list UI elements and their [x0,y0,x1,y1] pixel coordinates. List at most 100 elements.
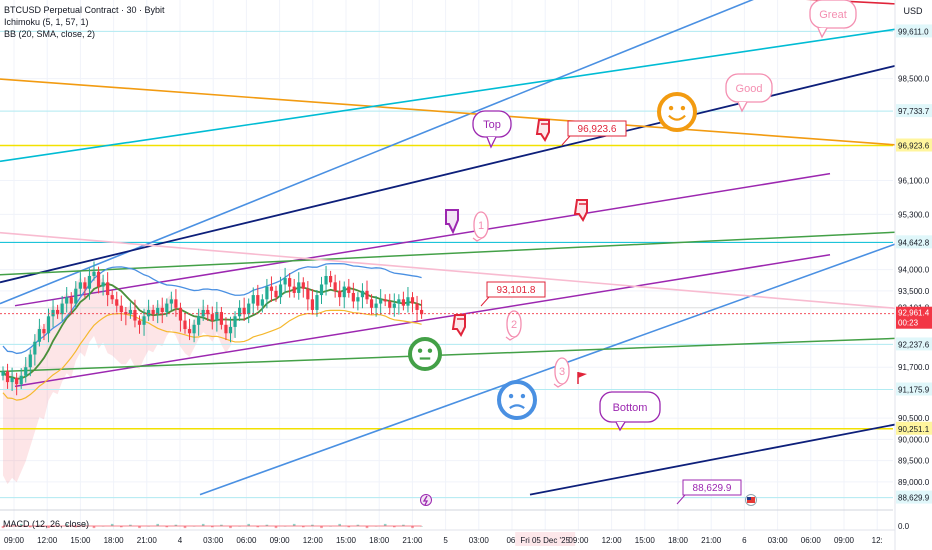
ichimoku-label[interactable]: Ichimoku (5, 1, 57, 1) [4,17,89,27]
bubble-3: 3 [553,357,570,388]
macd-histogram-bar [383,523,387,526]
bubble-3-text: 3 [559,366,565,378]
hand-pointer-icon-shape [573,199,588,222]
candle [292,286,296,293]
label-88629-box [682,479,742,496]
smiley-happy-icon-eye-right [680,105,686,111]
macd-histogram-bar [120,526,123,528]
price-tick-label: 95,300.0 [898,210,930,219]
macd-histogram-bar [411,526,414,529]
current-price-tag [896,306,932,329]
candle [333,282,337,291]
candle [197,316,201,325]
candle [274,290,278,298]
macd-histogram-bar [302,526,305,528]
macd-histogram-bar [19,523,23,526]
candle [306,288,310,300]
macd-histogram-bar [110,523,114,526]
candle [374,303,378,308]
label-93101-box [486,281,546,298]
blue-channel-upper [0,0,754,305]
candle [351,292,355,302]
candle [124,312,128,315]
symbol-title[interactable]: BTCUSD Perpetual Contract · 30 · Bybit [4,5,165,15]
candle [92,271,96,276]
time-tick-label: 09:00 [4,536,25,545]
price-tick-label: 96,923.6 [898,142,930,151]
smiley-sad-icon-eye-left [508,393,514,399]
smiley-sad-icon-mouth [509,404,525,410]
macd-histogram-bar [83,524,87,526]
bubble-great-tail [817,27,828,39]
candle [238,307,242,317]
candle [19,375,23,385]
candle [65,297,69,304]
candle [78,282,82,289]
label-96923: 96,923.6 [561,120,627,146]
macd-label[interactable]: MACD (12, 26, close) [3,519,90,529]
time-tick-label: 15:00 [70,536,91,545]
smiley-neutral-icon-eye-left [417,348,423,353]
macd-histogram-bar [320,526,323,529]
time-tick-label: 15:00 [635,536,656,545]
time-tick-label: 6 [742,536,747,545]
macd-histogram-bar [156,523,159,526]
time-tick-label: 18:00 [668,536,689,545]
macd-histogram-bar [229,526,232,529]
candle [142,316,146,325]
candle [269,286,274,291]
lightning-icon [420,494,432,506]
time-cursor-label: Fri 05 Dec '25 [520,536,570,545]
bubble-good: Good [725,73,773,113]
candle [397,299,401,304]
purple-upper [14,172,831,307]
bubble-top-text: Top [483,119,501,131]
bubble-1-text: 1 [478,220,484,232]
macd-histogram-bar [256,526,260,528]
candle [201,309,205,317]
candle [137,320,142,325]
time-tick-label: 18:00 [369,536,390,545]
candle [110,295,114,300]
blue-channel-lower [199,243,896,496]
candle [33,341,37,355]
label-96923-box [567,120,627,137]
smiley-sad-icon-eye-right [520,393,526,399]
price-tick-label: 96,100.0 [898,176,930,185]
price-tick-highlight [896,104,932,118]
price-tick-label: 88,629.9 [898,494,930,503]
price-tick-highlight [896,138,932,152]
candle [410,297,415,304]
time-tick-label: 21:00 [402,536,423,545]
candle [301,282,305,289]
candle [365,290,369,300]
price-tick-label: 89,500.0 [898,457,930,466]
macd-histogram-bar [1,526,5,529]
candle [101,282,105,287]
candle [1,371,5,376]
candle [87,275,92,289]
time-axis[interactable]: 09:00 12:00 15:00 18:00 21:00 4 03:00 06:00 09:0… [0,529,895,546]
orange-line [0,78,896,146]
purple-lower [14,254,831,388]
candle [215,312,219,321]
macd-histogram-bar [29,526,32,528]
pink-line [0,231,896,310]
candle [406,297,410,306]
candle [260,299,264,306]
macd-histogram-bar [74,526,78,528]
bb-label[interactable]: BB (20, SMA, close, 2) [4,29,96,39]
candle [383,299,387,302]
price-tick-highlight [896,24,932,38]
candle [347,286,351,293]
candle [369,299,374,308]
price-tick-label: 98,500.0 [898,75,930,84]
candle [315,295,319,310]
price-tick-highlight [896,382,932,396]
candle [247,303,251,315]
macd-histogram-bar [393,526,396,528]
candle [297,282,301,293]
macd-histogram-bar [347,526,351,528]
